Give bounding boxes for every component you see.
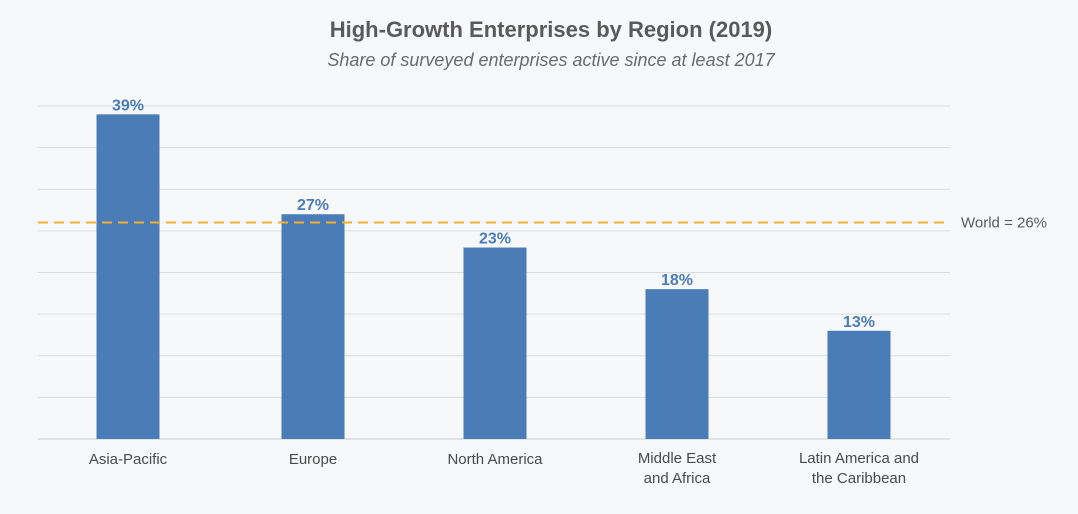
bar	[96, 114, 160, 439]
value-labels: 39% 27% 23% 18% 13%	[112, 97, 875, 330]
bar-value-label: 18%	[661, 272, 693, 289]
category-label: Europe	[289, 451, 337, 468]
category-label: North America	[447, 451, 543, 468]
category-label: Asia-Pacific	[89, 451, 168, 468]
bar	[827, 330, 891, 439]
reference-line-group: World = 26%	[38, 215, 1047, 232]
bars	[96, 114, 891, 439]
bar-value-label: 27%	[297, 197, 329, 214]
bar	[281, 214, 345, 439]
bar	[645, 289, 709, 439]
category-label: Middle East and Africa	[638, 450, 717, 487]
category-labels: Asia-Pacific Europe North America Middle Ea…	[89, 450, 919, 487]
bar-value-label: 23%	[479, 231, 511, 248]
bar	[463, 247, 527, 439]
chart-subtitle: Share of surveyed enterprises active sin…	[327, 50, 775, 70]
bar-value-label: 13%	[843, 314, 875, 331]
category-label: Latin America and the Caribbean	[799, 450, 919, 487]
chart-title: High-Growth Enterprises by Region (2019)	[330, 17, 773, 42]
bar-value-label: 39%	[112, 97, 144, 114]
world-average-label: World = 26%	[961, 215, 1047, 232]
